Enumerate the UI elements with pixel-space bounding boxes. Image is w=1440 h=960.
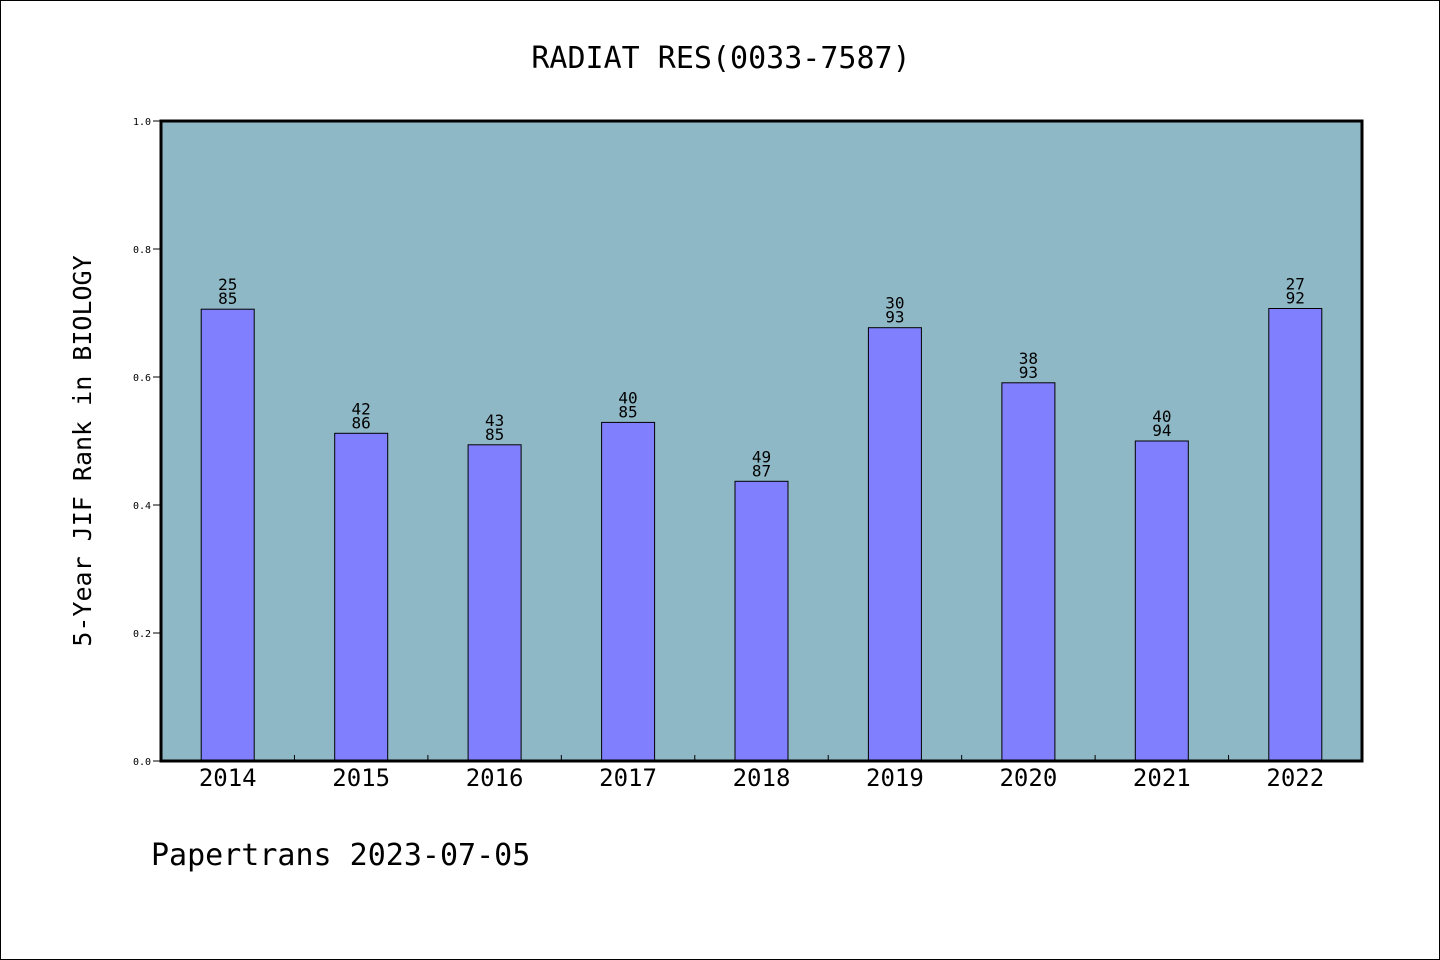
x-axis: 2014 2015 2016 2017 2018 2019 2020 2021 2022 <box>199 755 1324 792</box>
y-tick-label: 0.4 <box>133 501 151 512</box>
plot-frame <box>159 119 1364 763</box>
x-tick-label-2018: 2018 <box>733 764 791 792</box>
bar-label-rank-2020: 38 <box>1019 349 1038 368</box>
y-tick-label: 0.6 <box>133 373 151 384</box>
bar-2016 <box>467 444 522 762</box>
bar-2022 <box>1268 308 1323 762</box>
bar-2021 <box>1134 440 1189 762</box>
y-tick-label: 1.0 <box>133 117 151 128</box>
bar-label-rank-2017: 40 <box>618 388 637 407</box>
y-tick-label: 0.0 <box>133 757 151 768</box>
y-axis-label: 5-Year JIF Rank in BIOLOGY <box>68 255 97 646</box>
bar-label-rank-2022: 27 <box>1286 275 1305 294</box>
bar-2018 <box>734 480 789 762</box>
x-tick-label-2015: 2015 <box>332 764 390 792</box>
bar-label-total-2014: 85 <box>218 289 237 308</box>
bar-2014 <box>200 308 255 762</box>
bar-label-rank-2014: 25 <box>218 275 237 294</box>
x-tick-label-2020: 2020 <box>999 764 1057 792</box>
bar-label-rank-2019: 30 <box>885 294 904 313</box>
bar-label-total-2021: 94 <box>1152 421 1171 440</box>
bar-2015 <box>334 432 389 762</box>
bar-label-rank-2018: 49 <box>752 447 771 466</box>
x-tick-label-2021: 2021 <box>1133 764 1191 792</box>
footer-credit: Papertrans 2023-07-05 <box>151 838 530 873</box>
x-tick-label-2019: 2019 <box>866 764 924 792</box>
bar-label-total-2020: 93 <box>1019 363 1038 382</box>
y-tick-label: 0.2 <box>133 629 151 640</box>
bar-label-total-2016: 85 <box>485 425 504 444</box>
bar-label-total-2022: 92 <box>1286 289 1305 308</box>
bar-2019 <box>867 327 922 762</box>
bar-label-total-2017: 85 <box>618 402 637 421</box>
y-axis: 0.0 0.2 0.4 0.6 0.8 1.0 <box>133 117 161 768</box>
x-tick-label-2022: 2022 <box>1266 764 1324 792</box>
bar-label-total-2018: 87 <box>752 461 771 480</box>
x-tick-label-2017: 2017 <box>599 764 657 792</box>
bar-2017 <box>601 421 656 762</box>
bar-label-rank-2015: 42 <box>352 399 371 418</box>
bar-label-rank-2016: 43 <box>485 411 504 430</box>
bar-2020 <box>1001 382 1056 762</box>
bar-label-total-2019: 93 <box>885 308 904 327</box>
y-tick-label: 0.8 <box>133 245 151 256</box>
x-tick-label-2016: 2016 <box>466 764 524 792</box>
bar-label-rank-2021: 40 <box>1152 407 1171 426</box>
chart-title: RADIAT RES(0033-7587) <box>531 41 910 76</box>
x-tick-label-2014: 2014 <box>199 764 257 792</box>
bar-label-total-2015: 86 <box>352 413 371 432</box>
bars-layer <box>200 308 1323 762</box>
